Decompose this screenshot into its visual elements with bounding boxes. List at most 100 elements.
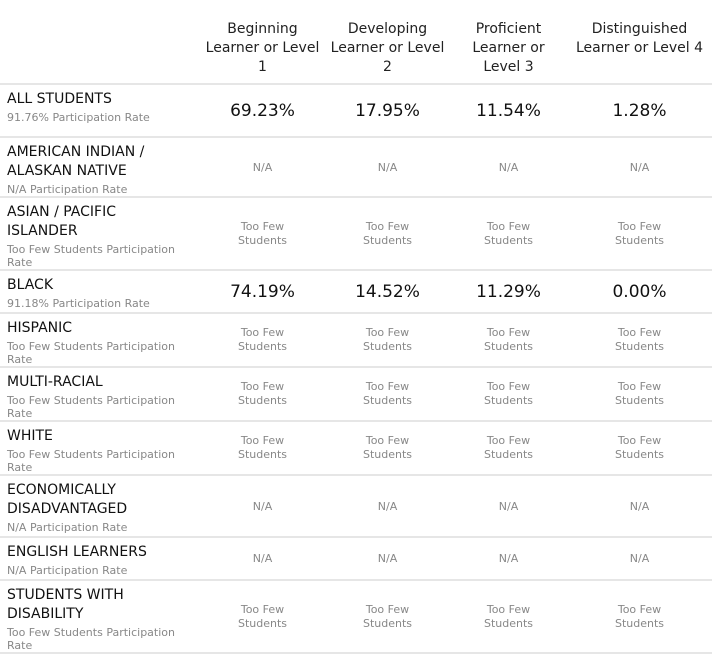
level-value-cell: Too Few Students [200,312,325,367]
group-cell: STUDENTS WITH DISABILITY Too Few Students… [0,579,200,654]
level-value-cell: 11.54% [450,83,567,137]
level-value: N/A [498,499,519,513]
level-header: Developing Learner or Level 2 [330,21,445,75]
level-value: Too Few Students [614,219,665,247]
level-value-cell: 69.23% [200,83,325,137]
group-cell: ENGLISH LEARNERS N/A Participation Rate [0,536,200,580]
group-cell: ASIAN / PACIFIC ISLANDER Too Few Students… [0,196,200,270]
level-value-cell: Too Few Students [325,312,450,367]
participation-rate: Too Few Students Participation Rate [7,394,175,420]
table-row: ALL STUDENTS 91.76% Participation Rate 69.… [0,83,712,137]
level-value-cell: 0.00% [567,269,712,313]
level-value: Too Few Students [614,380,665,407]
group-name: ALL STUDENTS [7,91,112,107]
table-row: STUDENTS WITH DISABILITY Too Few Students… [0,579,712,654]
level-value-cell: N/A [450,474,567,537]
level-value: N/A [377,160,398,174]
level-value: Too Few Students [362,380,413,407]
level-value: 1.28% [612,100,667,121]
participation-rate: N/A Participation Rate [7,564,128,577]
participation-rate: Too Few Students Participation Rate [7,626,175,652]
level-value-cell: Too Few Students [325,196,450,270]
level-value: N/A [377,552,398,565]
group-name: ASIAN / PACIFIC ISLANDER [7,204,116,239]
group-header [0,14,200,84]
level-value: Too Few Students [362,219,413,247]
level-value: Too Few Students [483,380,534,407]
group-cell: ALL STUDENTS 91.76% Participation Rate [0,83,200,137]
level-value-cell: Too Few Students [325,420,450,475]
level-value: Too Few Students [362,326,413,353]
level-value-cell: Too Few Students [567,420,712,475]
participation-rate: N/A Participation Rate [7,521,128,534]
level-value-cell: 17.95% [325,83,450,137]
group-cell: HISPANIC Too Few Students Participation R… [0,312,200,367]
table-row: ENGLISH LEARNERS N/A Participation Rate N/… [0,536,712,580]
level-value-cell: 74.19% [200,269,325,313]
level-value-cell: N/A [567,136,712,197]
group-name: MULTI-RACIAL [7,374,103,390]
table-row: ASIAN / PACIFIC ISLANDER Too Few Students… [0,196,712,270]
participation-rate: Too Few Students Participation Rate [7,340,175,366]
level-value: Too Few Students [483,326,534,353]
level-value: N/A [629,552,650,565]
level-value: Too Few Students [237,380,288,407]
level-value: Too Few Students [237,219,288,247]
table-row: HISPANIC Too Few Students Participation R… [0,312,712,367]
group-name: STUDENTS WITH DISABILITY [7,587,124,622]
level-value: Too Few Students [237,602,288,630]
performance-levels-table: Beginning Learner or Level 1 Developing L… [0,14,712,654]
level-value: 17.95% [355,100,420,121]
group-cell: MULTI-RACIAL Too Few Students Participati… [0,366,200,421]
level-value-cell: Too Few Students [450,312,567,367]
level-value-cell: N/A [200,474,325,537]
table-row: WHITE Too Few Students Participation Rate… [0,420,712,475]
level-value: 11.29% [476,281,541,302]
group-cell: ECONOMICALLY DISADVANTAGED N/A Participat… [0,474,200,537]
group-cell: BLACK 91.18% Participation Rate [0,269,200,313]
level-value: 11.54% [476,100,541,121]
group-name: BLACK [7,277,54,293]
level-value-cell: Too Few Students [567,196,712,270]
level-header: Beginning Learner or Level 1 [205,21,320,75]
participation-rate: 91.76% Participation Rate [7,111,150,124]
participation-rate: 91.18% Participation Rate [7,297,150,310]
level-value-cell: Too Few Students [200,579,325,654]
table-row: AMERICAN INDIAN / ALASKAN NATIVE N/A Part… [0,136,712,197]
level-value-cell: Too Few Students [325,366,450,421]
level-header: Distinguished Learner or Level 4 [575,21,704,56]
level-value: Too Few Students [483,434,534,461]
group-cell: AMERICAN INDIAN / ALASKAN NATIVE N/A Part… [0,136,200,197]
level-value-cell: Too Few Students [450,420,567,475]
level-value-cell: N/A [567,474,712,537]
level-value-cell: Too Few Students [450,579,567,654]
level-value-cell: Too Few Students [450,366,567,421]
group-name: ENGLISH LEARNERS [7,544,147,560]
level-value: Too Few Students [237,326,288,353]
level-value: Too Few Students [483,602,534,630]
level-value-cell: Too Few Students [200,420,325,475]
level-value: N/A [252,552,273,565]
level-value: 14.52% [355,281,420,302]
header-row: Beginning Learner or Level 1 Developing L… [0,14,712,84]
level-value: N/A [252,160,273,174]
group-name: HISPANIC [7,320,73,336]
participation-rate: Too Few Students Participation Rate [7,448,175,474]
level-value: N/A [498,552,519,565]
level-value: N/A [498,160,519,174]
level-value-cell: N/A [200,536,325,580]
level-value-cell: Too Few Students [325,579,450,654]
group-name: WHITE [7,428,53,444]
level-value-cell: 1.28% [567,83,712,137]
level-value-cell: Too Few Students [567,366,712,421]
participation-rate: N/A Participation Rate [7,183,128,196]
level-value: Too Few Students [362,602,413,630]
participation-rate: Too Few Students Participation Rate [7,243,175,269]
level-value: Too Few Students [614,326,665,353]
table-row: ECONOMICALLY DISADVANTAGED N/A Participat… [0,474,712,537]
group-name: AMERICAN INDIAN / ALASKAN NATIVE [7,144,145,179]
level-value-cell: 11.29% [450,269,567,313]
table-row: MULTI-RACIAL Too Few Students Participati… [0,366,712,421]
level-value-cell: Too Few Students [200,196,325,270]
